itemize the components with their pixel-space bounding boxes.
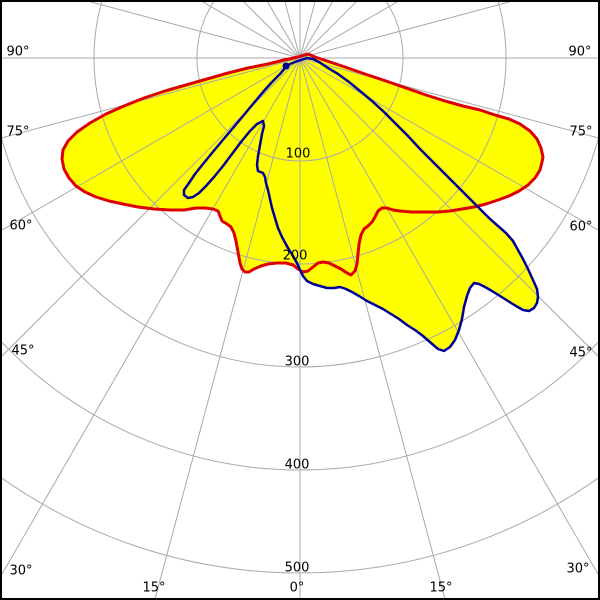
ring-value-label: 400 [285, 458, 310, 473]
ring-labels: 100 200 300 400 500 [283, 147, 311, 576]
grid-ring-200 [93, 0, 507, 265]
blue-curve [182, 56, 540, 353]
angle-labels: 90° 75° 60° 45° 30° 15° 0° 15° 30° 45° 60° 75° 90° [6, 45, 592, 596]
ring-value-label: 200 [283, 249, 308, 264]
angle-tick-label: 45° [11, 344, 34, 359]
grid-ring-100 [196, 0, 404, 162]
angle-tick-label: 90° [6, 45, 29, 60]
ring-value-label: 100 [286, 147, 311, 162]
angle-tick-label: 30° [566, 562, 589, 577]
grid-ring-500 [0, 475, 600, 574]
angle-tick-label: 15° [429, 581, 452, 596]
angle-tick-label: 75° [569, 125, 592, 140]
grid-ring-400 [0, 339, 600, 471]
angle-tick-label: 15° [142, 581, 165, 596]
grid-ray-165deg [154, 0, 317, 600]
angle-tick-label: 0° [290, 581, 305, 596]
angle-tick-label: 60° [569, 220, 592, 235]
grid-ring-300 [0, 129, 600, 368]
angle-tick-label: 90° [568, 45, 591, 60]
ring-value-label: 500 [285, 561, 310, 576]
red-curve [60, 52, 545, 277]
ring-value-label: 300 [285, 355, 310, 370]
angle-tick-label: 75° [6, 125, 29, 140]
fill-layer [62, 54, 543, 351]
origin-marker-dot [282, 62, 290, 70]
blue-curve-fill [184, 58, 538, 351]
angle-tick-label: 45° [569, 346, 592, 361]
angle-tick-label: 60° [9, 219, 32, 234]
angle-tick-label: 30° [9, 564, 32, 579]
